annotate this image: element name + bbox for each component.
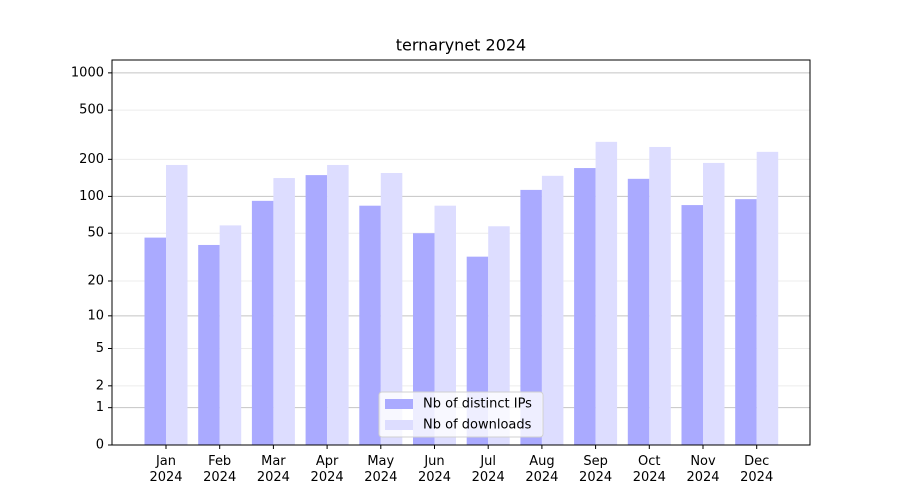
x-tick-label-line: Dec bbox=[744, 454, 769, 469]
bar bbox=[574, 168, 596, 446]
x-tick-label-line: Sep bbox=[583, 454, 608, 469]
bar bbox=[251, 200, 274, 445]
x-tick-label-line: 2024 bbox=[311, 470, 344, 485]
y-tick-label: 200 bbox=[79, 152, 104, 167]
x-tick-label: Nov 2024 bbox=[686, 454, 719, 485]
bar bbox=[703, 162, 725, 445]
chart-title: ternarynet 2024 bbox=[396, 36, 526, 55]
y-tick-label: 500 bbox=[79, 103, 104, 118]
x-tick-label: Jul 2024 bbox=[472, 454, 505, 485]
bar bbox=[305, 175, 328, 445]
bar bbox=[273, 178, 295, 446]
bar bbox=[359, 205, 381, 445]
bar bbox=[144, 237, 166, 445]
y-tick-label: 1 bbox=[96, 400, 104, 415]
legend-swatch bbox=[385, 399, 413, 409]
x-tick-label-line: 2024 bbox=[740, 470, 773, 485]
bar bbox=[520, 189, 542, 445]
x-tick-label-line: Jan bbox=[155, 454, 176, 469]
bar bbox=[198, 244, 220, 445]
y-tick-label: 10 bbox=[87, 308, 104, 323]
x-tick-label-line: 2024 bbox=[203, 470, 236, 485]
x-tick-label: Jan 2024 bbox=[149, 454, 182, 485]
bar bbox=[380, 172, 403, 445]
x-tick-label-line: 2024 bbox=[418, 470, 451, 485]
x-tick-label-line: Aug bbox=[529, 454, 554, 469]
y-tick-label: 2 bbox=[96, 378, 104, 393]
bar bbox=[756, 151, 779, 445]
x-tick-label-line: Mar bbox=[261, 454, 286, 469]
y-tick-label: 0 bbox=[96, 438, 104, 453]
x-tick-label-line: Jul bbox=[479, 454, 496, 469]
bar bbox=[649, 146, 671, 445]
x-tick-label-line: 2024 bbox=[257, 470, 290, 485]
x-tick-label-line: 2024 bbox=[149, 470, 182, 485]
bar bbox=[627, 178, 650, 446]
bar bbox=[541, 175, 564, 445]
x-tick-label: Oct 2024 bbox=[633, 454, 666, 485]
x-tick-label: Aug 2024 bbox=[525, 454, 558, 485]
x-tick-label-line: Jun bbox=[423, 454, 444, 469]
legend-label: Nb of distinct IPs bbox=[423, 397, 532, 412]
x-tick-label-line: Nov bbox=[690, 454, 716, 469]
bar bbox=[219, 225, 242, 445]
legend: Nb of distinct IPs Nb of downloads bbox=[378, 391, 544, 438]
y-tick-label: 20 bbox=[87, 274, 104, 289]
legend-swatch bbox=[385, 420, 413, 430]
x-tick-label-line: 2024 bbox=[364, 470, 397, 485]
x-tick-label-line: Oct bbox=[638, 454, 660, 469]
x-tick-label: Apr 2024 bbox=[311, 454, 344, 485]
y-tick-label: 5 bbox=[96, 341, 104, 356]
x-tick-label: May 2024 bbox=[364, 454, 397, 485]
x-tick-label: Mar 2024 bbox=[257, 454, 290, 485]
x-tick-label-line: Apr bbox=[316, 454, 339, 469]
legend-box bbox=[378, 391, 544, 438]
plot-frame bbox=[111, 59, 811, 446]
y-tick-label: 50 bbox=[87, 226, 104, 241]
x-tick-label-line: 2024 bbox=[633, 470, 666, 485]
x-tick-label-line: 2024 bbox=[686, 470, 719, 485]
legend-label: Nb of downloads bbox=[423, 418, 532, 433]
y-tick-label: 1000 bbox=[71, 65, 104, 80]
bar bbox=[735, 199, 757, 445]
x-tick-label: Sep 2024 bbox=[579, 454, 612, 485]
x-tick-label-line: 2024 bbox=[579, 470, 612, 485]
bar bbox=[488, 226, 510, 445]
bar bbox=[327, 164, 349, 445]
x-tick-label-line: May bbox=[367, 454, 394, 469]
x-tick-label-line: 2024 bbox=[472, 470, 505, 485]
x-tick-label: Jun 2024 bbox=[418, 454, 451, 485]
bar bbox=[681, 205, 703, 445]
bar bbox=[434, 205, 456, 445]
bar bbox=[595, 141, 618, 445]
y-tick-label: 100 bbox=[79, 189, 104, 204]
x-tick-label-line: Feb bbox=[208, 454, 231, 469]
x-tick-label: Feb 2024 bbox=[203, 454, 236, 485]
x-tick-label-line: 2024 bbox=[525, 470, 558, 485]
x-tick-label: Dec 2024 bbox=[740, 454, 773, 485]
bar bbox=[166, 164, 188, 445]
